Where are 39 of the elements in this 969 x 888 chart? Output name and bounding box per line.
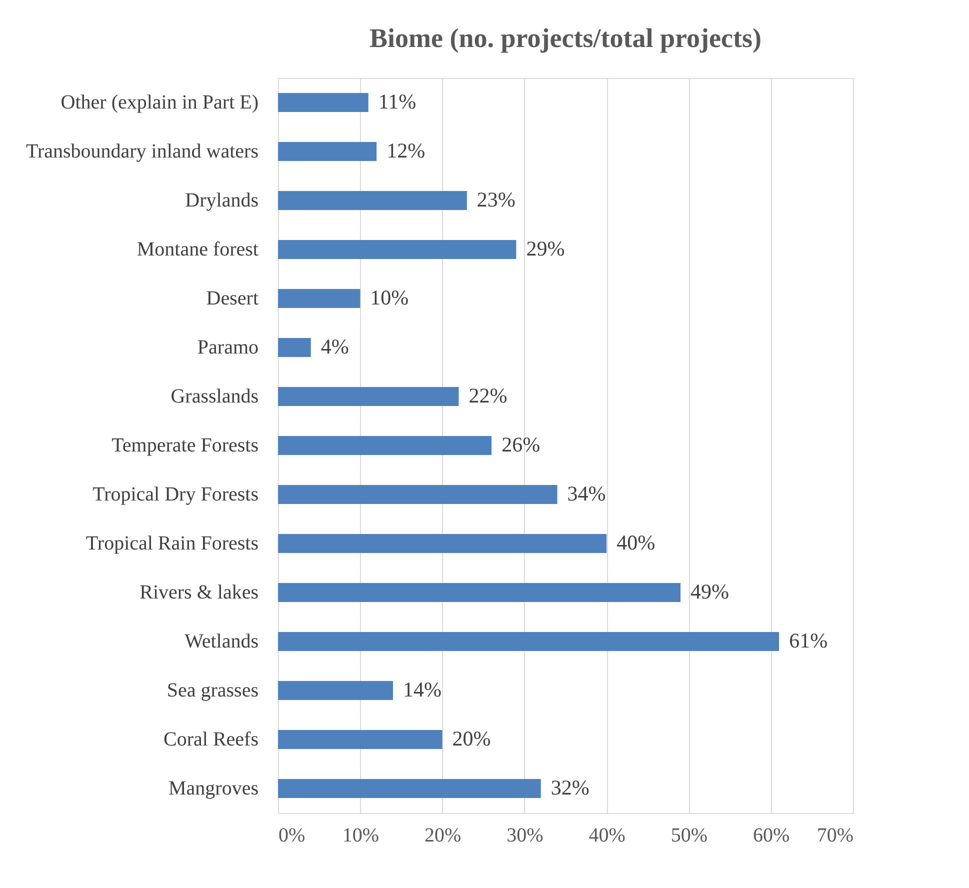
x-tick-label: 30%	[506, 824, 544, 846]
y-tick-label: Rivers & lakes	[140, 582, 259, 604]
data-label: 61%	[789, 628, 828, 652]
chart-title: Biome (no. projects/total projects)	[370, 23, 762, 53]
x-tick-label: 40%	[588, 824, 626, 846]
data-label: 14%	[403, 678, 442, 702]
x-tick-label: 0%	[278, 824, 306, 846]
data-label: 29%	[526, 236, 565, 260]
y-tick-label: Coral Reefs	[164, 728, 259, 750]
data-label: 10%	[370, 286, 409, 310]
x-tick-label: 50%	[670, 824, 708, 846]
data-label: 20%	[452, 726, 491, 750]
y-tick-label: Paramo	[197, 336, 258, 358]
y-tick-label: Sea grasses	[166, 680, 259, 702]
y-tick-label: Desert	[206, 288, 259, 310]
x-tick-label: 70%	[816, 824, 854, 846]
y-tick-label: Other (explain in Part E)	[60, 92, 258, 114]
data-label: 4%	[320, 334, 349, 358]
data-label: 11%	[378, 90, 416, 114]
x-tick-label: 20%	[424, 824, 462, 846]
y-tick-label: Tropical Rain Forests	[86, 532, 259, 554]
y-tick-label: Temperate Forests	[112, 434, 259, 456]
data-label: 22%	[468, 384, 508, 408]
y-tick-label: Drylands	[185, 190, 259, 212]
data-label: 40%	[616, 530, 656, 554]
y-tick-label: Transboundary inland waters	[26, 140, 259, 162]
x-tick-label: 10%	[342, 824, 379, 846]
data-label: 12%	[386, 138, 426, 162]
data-label: 26%	[502, 432, 540, 456]
x-tick-label: 60%	[753, 824, 790, 846]
y-tick-label: Mangroves	[168, 778, 259, 800]
y-tick-label: Wetlands	[184, 630, 259, 652]
y-tick-label: Montane forest	[136, 238, 259, 260]
y-tick-label: Tropical Dry Forests	[92, 484, 259, 506]
data-label: 34%	[567, 482, 606, 506]
data-label: 23%	[476, 188, 516, 212]
data-label: 49%	[690, 580, 729, 604]
data-label: 32%	[550, 776, 590, 800]
y-tick-label: Grasslands	[170, 386, 259, 408]
